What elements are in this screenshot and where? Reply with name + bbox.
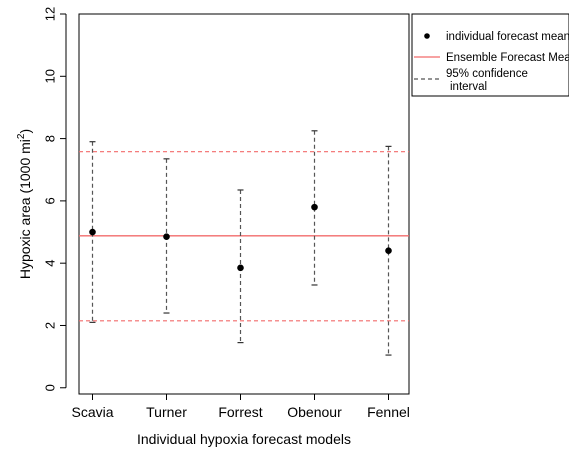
x-tick-label-fennel: Fennel — [367, 404, 410, 420]
y-tick-label-2: 2 — [43, 322, 58, 329]
legend-box — [411, 13, 569, 97]
y-axis-label-close: ) — [17, 129, 33, 134]
legend-entry-points: individual forecast mean — [446, 31, 569, 43]
point-forrest — [237, 264, 244, 272]
point-obenour — [311, 203, 318, 211]
y-tick-label-0: 0 — [43, 384, 58, 391]
y-tick-label-4: 4 — [43, 260, 58, 267]
chart-marks — [79, 130, 409, 356]
legend-entry-ci-line1: 95% confidence — [446, 68, 528, 80]
x-axis: Scavia Turner Forrest Obenour Fennel — [71, 393, 410, 420]
point-fennel — [385, 247, 392, 255]
x-tick-label-forrest: Forrest — [218, 404, 262, 420]
y-tick-label-12: 12 — [43, 7, 58, 21]
y-tick-label-10: 10 — [43, 69, 58, 83]
x-tick-label-scavia: Scavia — [71, 404, 113, 420]
point-turner — [163, 233, 170, 241]
plot-frame — [78, 13, 410, 395]
y-axis-label-superscript: 2 — [16, 133, 27, 139]
legend-entry-ensemble: Ensemble Forecast Mean — [446, 52, 569, 64]
point-scavia — [89, 228, 96, 236]
legend-point-icon — [424, 33, 430, 39]
legend-entry-ci-line2: interval — [450, 81, 487, 93]
x-tick-label-obenour: Obenour — [287, 404, 342, 420]
y-axis-label: Hypoxic area (1000 mi2) — [16, 129, 33, 279]
y-axis-label-main: Hypoxic area (1000 mi — [17, 139, 33, 279]
legend: individual forecast mean Ensemble Foreca… — [411, 13, 569, 97]
x-tick-label-turner: Turner — [146, 404, 187, 420]
y-tick-label-6: 6 — [43, 197, 58, 204]
x-axis-label: Individual hypoxia forecast models — [137, 431, 351, 447]
y-tick-label-8: 8 — [43, 135, 58, 142]
y-axis: 0 2 4 6 8 10 12 — [43, 7, 67, 391]
